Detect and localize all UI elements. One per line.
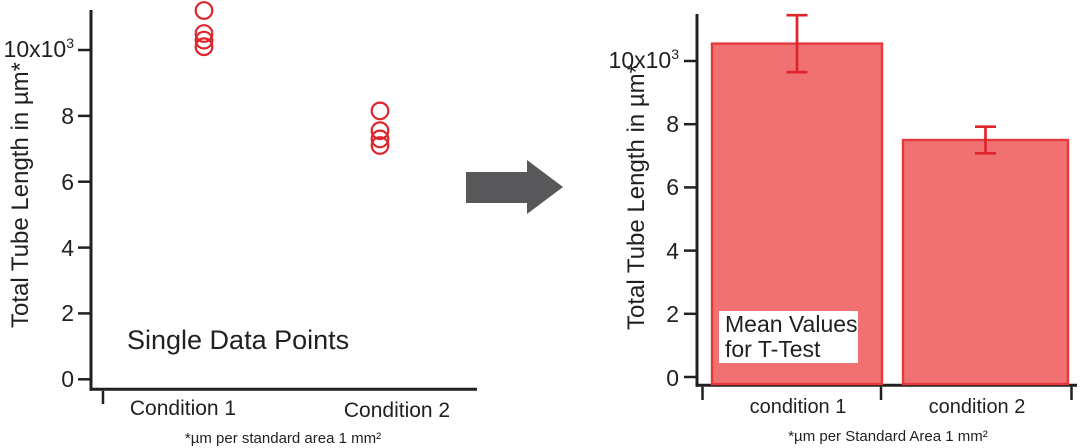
scatter-marks [194, 1, 390, 155]
x-category-label: condition 1 [750, 396, 847, 418]
scatter-point [370, 129, 390, 149]
y-tick-label: 4 [61, 235, 74, 261]
error-bar [975, 125, 996, 155]
scatter-point [194, 37, 214, 57]
x-category-label: Condition 2 [344, 399, 450, 422]
y-tick-label: 0 [61, 366, 74, 392]
y-tick-label-top: 10x103 [609, 46, 680, 73]
y-axis-title: Total Tube Length in µm* [7, 62, 34, 328]
scatter-point [370, 101, 390, 121]
annotation-box [719, 311, 858, 363]
scatter-chart: 0 2 4 6 8 10x103 Total Tube Length in µm… [4, 1, 477, 447]
y-tick-label-top: 10x103 [4, 35, 75, 62]
scatter-point [370, 136, 390, 155]
scatter-point [194, 24, 214, 43]
right-arrow-icon [466, 160, 563, 214]
y-tick-label: 8 [666, 111, 679, 137]
plot-annotation-line: Mean Values [725, 311, 858, 337]
bar [901, 138, 1070, 386]
x-category-label: Condition 1 [130, 397, 236, 420]
error-bar [786, 13, 808, 74]
y-tick-label: 0 [666, 365, 679, 391]
scatter-point [370, 121, 390, 141]
scatter-point [194, 30, 214, 50]
footnote: *µm per standard area 1 mm² [185, 430, 381, 447]
footnote: *µm per Standard Area 1 mm² [788, 428, 988, 445]
x-category-label: condition 2 [929, 396, 1026, 418]
scatter-point [194, 1, 214, 20]
y-tick-label: 2 [61, 300, 74, 326]
plot-annotation: Single Data Points [127, 325, 349, 355]
y-tick-label: 8 [61, 103, 74, 129]
y-axis-ticks [684, 59, 697, 379]
plot-annotation-line: for T-Test [725, 336, 821, 362]
y-tick-label: 2 [666, 301, 679, 327]
y-axis-ticks [78, 48, 91, 381]
x-axis-ticks [701, 386, 1073, 400]
y-axis-title: Total Tube Length in µm* [623, 64, 650, 330]
y-tick-label: 6 [61, 169, 74, 195]
bar-chart: 0 2 4 6 8 10x103 Total Tube Length in µm… [609, 13, 1077, 445]
y-tick-label: 6 [666, 174, 679, 200]
y-tick-label: 4 [666, 238, 679, 264]
